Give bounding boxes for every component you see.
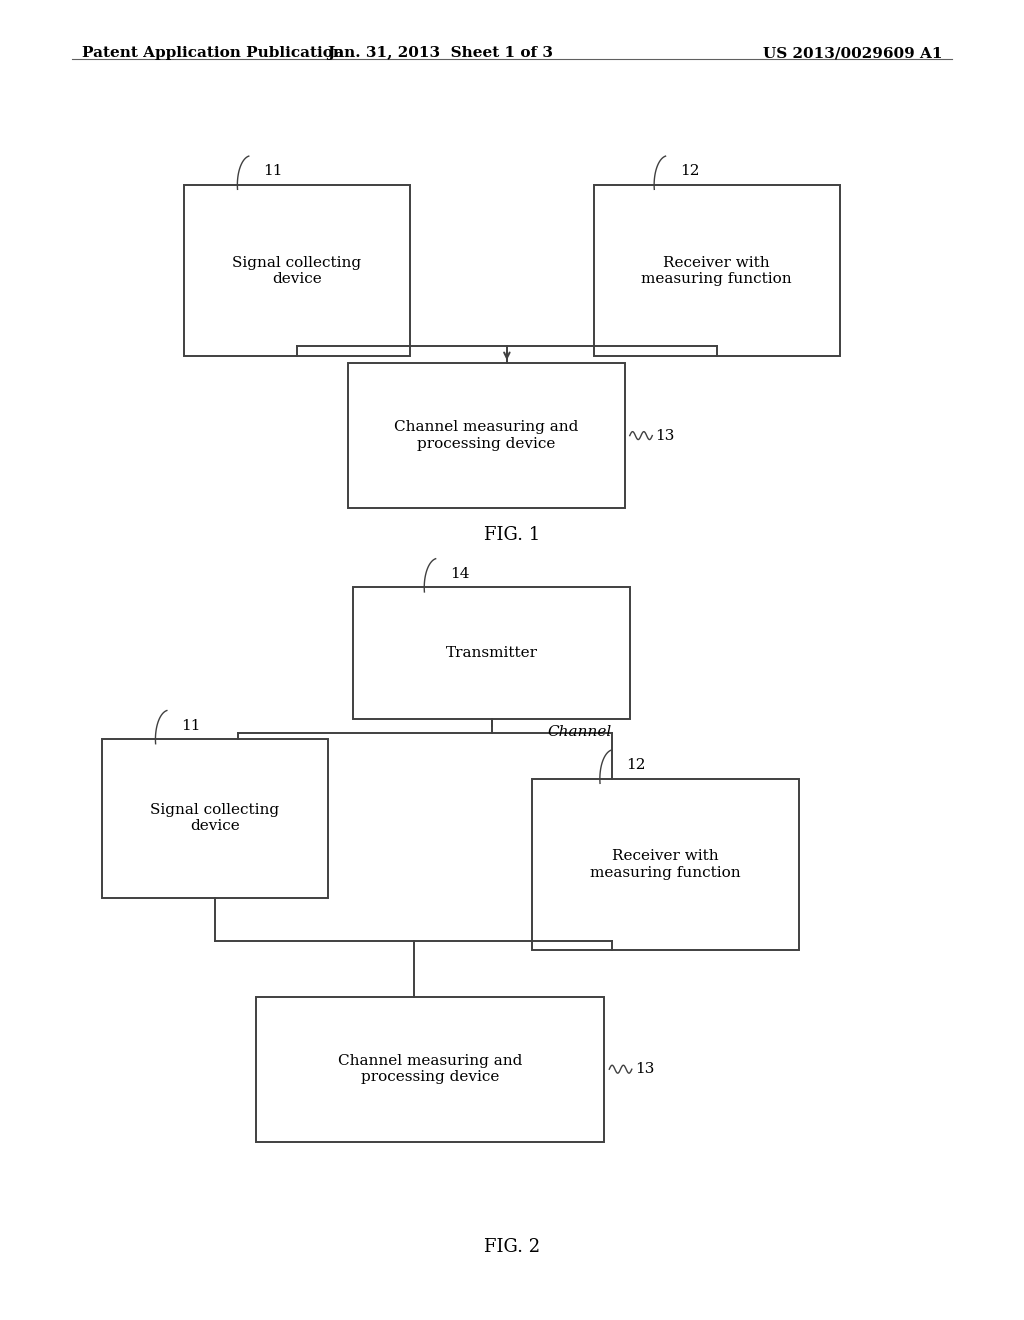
Text: Channel measuring and
processing device: Channel measuring and processing device <box>394 421 579 450</box>
FancyBboxPatch shape <box>353 587 630 719</box>
Text: 12: 12 <box>680 164 699 178</box>
Text: 13: 13 <box>655 429 675 442</box>
FancyBboxPatch shape <box>594 185 840 356</box>
FancyBboxPatch shape <box>348 363 625 508</box>
Text: 11: 11 <box>181 718 201 733</box>
Text: Receiver with
measuring function: Receiver with measuring function <box>641 256 793 285</box>
Text: Patent Application Publication: Patent Application Publication <box>82 46 344 61</box>
Text: Receiver with
measuring function: Receiver with measuring function <box>590 850 741 879</box>
Text: Signal collecting
device: Signal collecting device <box>232 256 361 285</box>
Text: FIG. 2: FIG. 2 <box>484 1238 540 1257</box>
Text: FIG. 1: FIG. 1 <box>484 525 540 544</box>
Text: Transmitter: Transmitter <box>445 647 538 660</box>
Text: Channel measuring and
processing device: Channel measuring and processing device <box>338 1055 522 1084</box>
Text: US 2013/0029609 A1: US 2013/0029609 A1 <box>763 46 942 61</box>
Text: 13: 13 <box>635 1063 654 1076</box>
Text: Signal collecting
device: Signal collecting device <box>151 804 280 833</box>
FancyBboxPatch shape <box>256 997 604 1142</box>
Text: Jan. 31, 2013  Sheet 1 of 3: Jan. 31, 2013 Sheet 1 of 3 <box>328 46 553 61</box>
FancyBboxPatch shape <box>184 185 410 356</box>
Text: 11: 11 <box>263 164 283 178</box>
FancyBboxPatch shape <box>102 739 328 898</box>
Text: 12: 12 <box>626 758 645 772</box>
Text: 14: 14 <box>451 566 470 581</box>
FancyBboxPatch shape <box>532 779 799 950</box>
Text: Channel: Channel <box>548 725 612 739</box>
